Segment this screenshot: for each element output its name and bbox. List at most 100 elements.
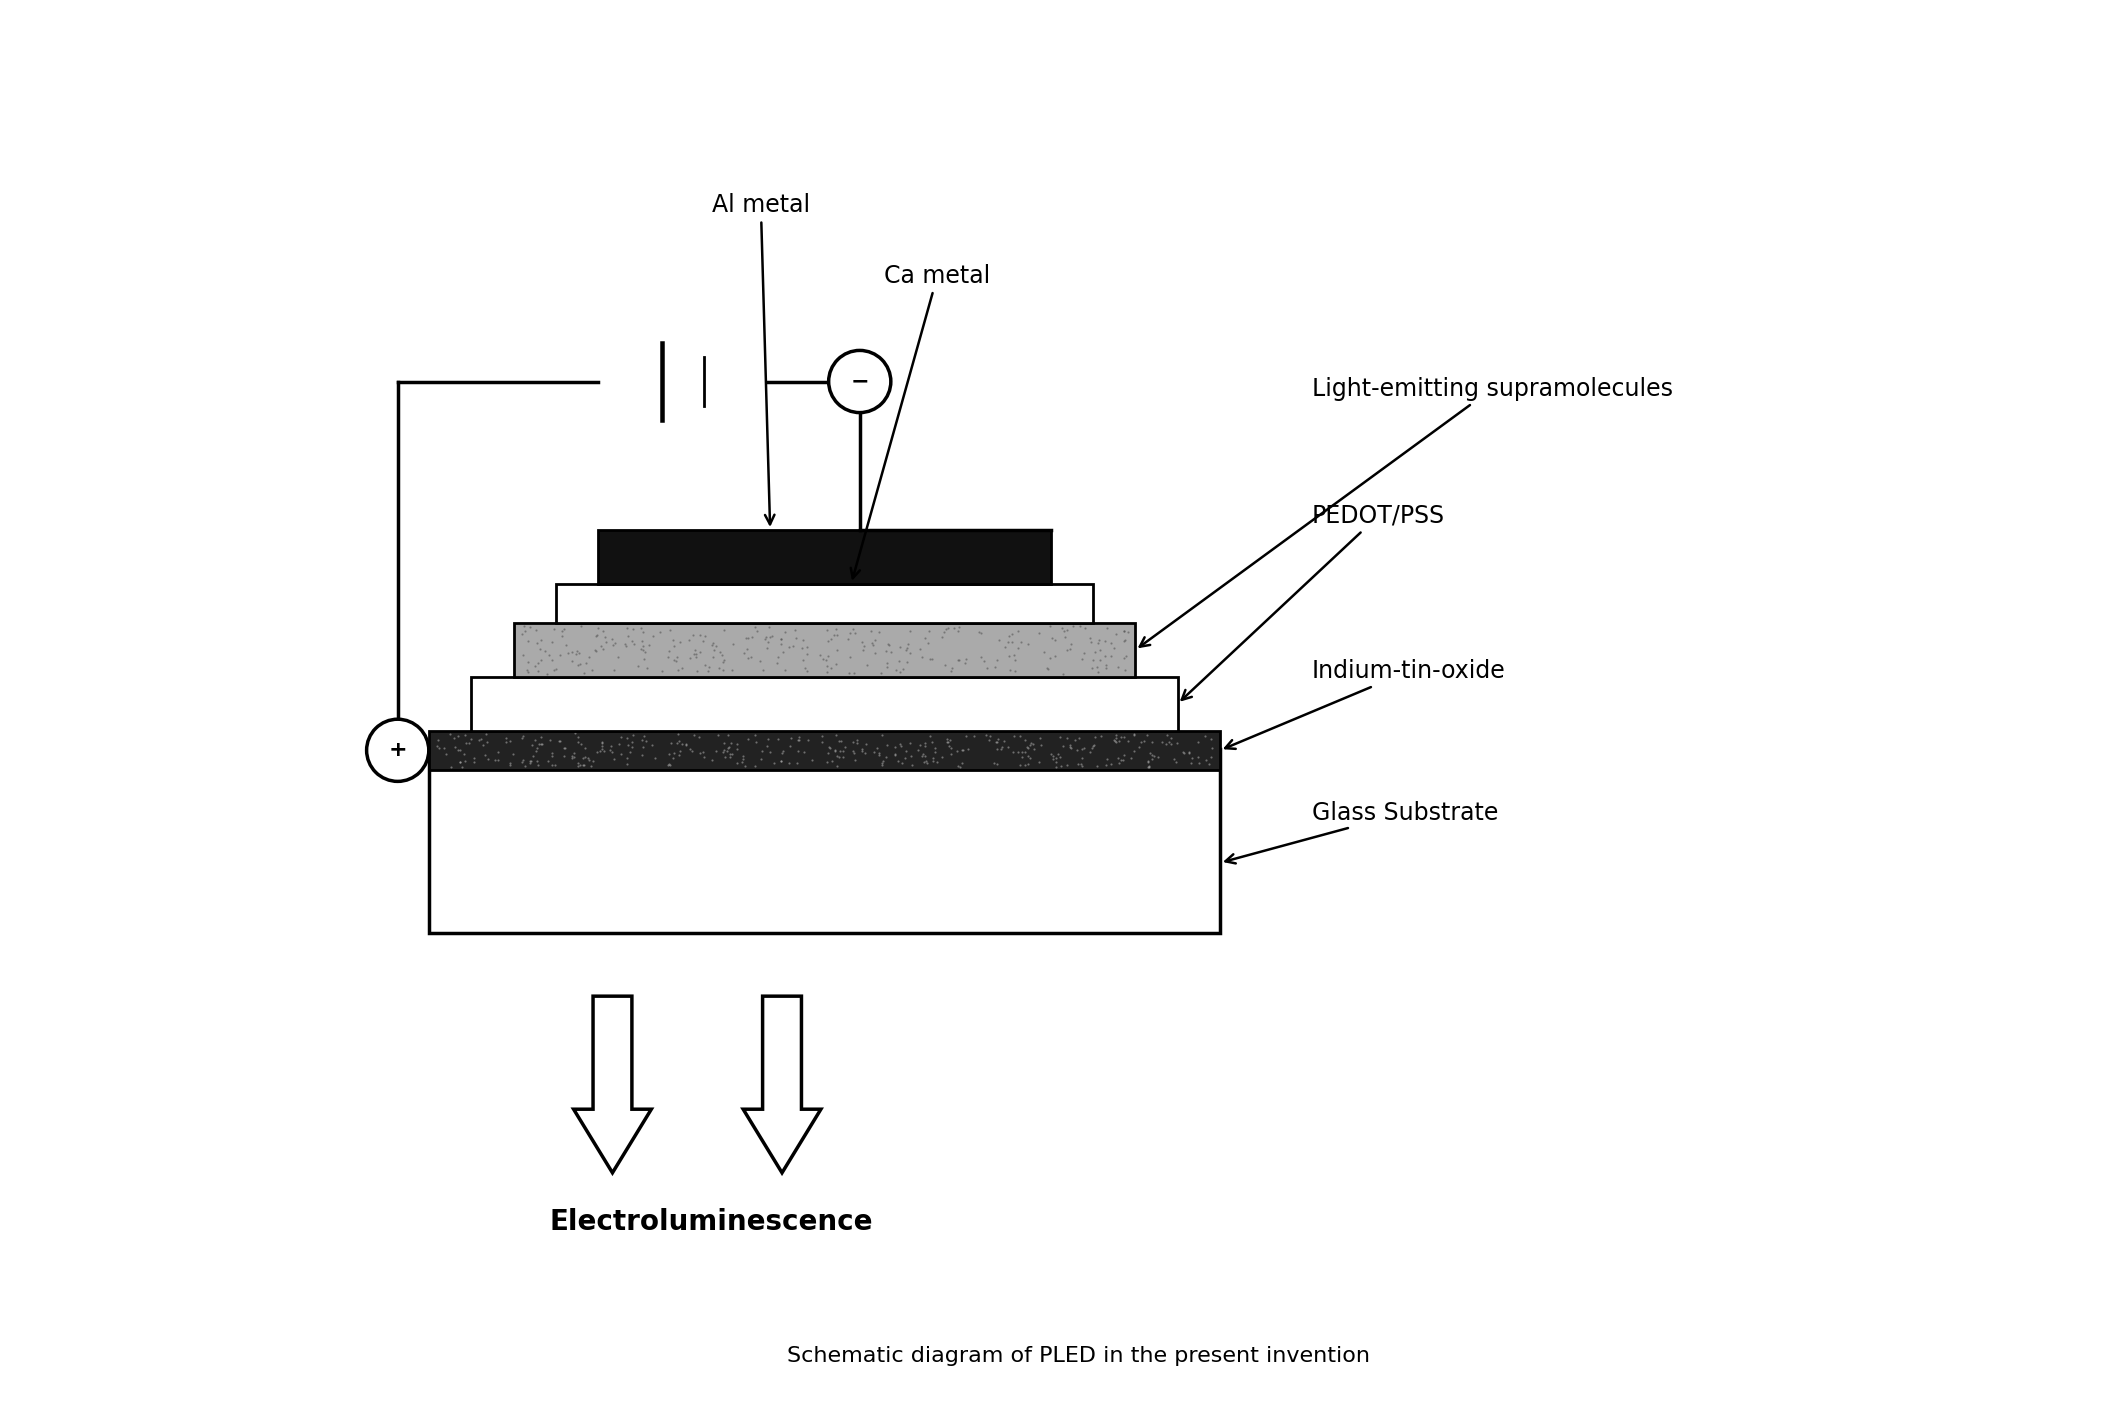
Point [1183,752,1216,774]
Point [765,627,798,650]
Point [1111,620,1145,643]
Point [519,750,553,773]
Point [790,636,824,658]
Point [1124,731,1158,753]
Point [704,640,737,663]
Point [782,726,815,749]
Point [1065,738,1099,760]
Point [1015,733,1048,756]
Point [744,650,777,673]
Point [1042,743,1076,766]
Point [1181,731,1214,753]
Point [584,634,618,657]
Point [1036,627,1069,650]
Point [882,650,916,673]
Point [752,632,786,654]
Point [1055,738,1088,760]
Point [855,632,889,654]
Point [563,653,597,675]
Point [817,740,851,763]
Point [1137,745,1170,767]
Point [681,725,714,747]
Point [1027,640,1061,663]
Point [1074,740,1107,763]
Point [450,732,483,755]
Point [1090,616,1124,639]
Point [687,740,721,763]
Point [895,745,929,767]
Point [1168,742,1202,764]
Point [752,616,786,639]
Point [578,639,611,661]
Point [971,657,1004,680]
Point [775,634,809,657]
Point [851,654,885,677]
Point [950,647,983,670]
Point [1044,616,1078,639]
Point [523,649,557,671]
Point [1090,747,1124,770]
Point [893,620,927,643]
Point [1036,745,1069,767]
Point [658,629,691,651]
Point [1032,658,1065,681]
Point [1084,725,1118,747]
Point [878,735,912,757]
Point [521,660,555,682]
Point [702,723,735,746]
Point [1011,745,1044,767]
Point [1099,723,1132,746]
Point [706,643,740,666]
Point [1107,726,1141,749]
Point [811,644,845,667]
Point [849,732,882,755]
Point [1078,642,1111,664]
Point [563,753,597,776]
Point [737,616,771,639]
Point [1193,746,1227,769]
Point [882,733,916,756]
Point [664,740,698,763]
Point [908,735,941,757]
Point [420,735,454,757]
Point [992,625,1025,647]
Point [1114,746,1147,769]
Circle shape [366,719,429,781]
Point [998,644,1032,667]
Point [941,649,975,671]
Point [945,739,979,762]
Point [513,630,546,653]
Point [826,740,859,763]
Point [914,647,948,670]
Point [855,634,889,657]
Point [538,753,571,776]
Point [628,725,662,747]
Point [914,725,948,747]
Point [555,650,588,673]
Point [569,653,603,675]
Point [532,750,565,773]
Point [519,740,553,763]
Point [872,633,906,656]
Point [454,728,487,750]
Point [916,749,950,771]
Point [1122,736,1156,759]
Bar [429,731,1221,770]
Point [809,649,843,671]
Point [1053,639,1086,661]
Point [1111,729,1145,752]
Point [786,649,819,671]
Point [893,732,927,755]
Point [994,658,1027,681]
Point [1135,743,1168,766]
Point [651,646,685,668]
Point [616,629,649,651]
Point [756,752,790,774]
Point [624,617,658,640]
Point [891,633,924,656]
Point [1036,747,1069,770]
Point [521,651,555,674]
Bar [599,530,1050,584]
Point [998,649,1032,671]
Point [889,740,922,763]
